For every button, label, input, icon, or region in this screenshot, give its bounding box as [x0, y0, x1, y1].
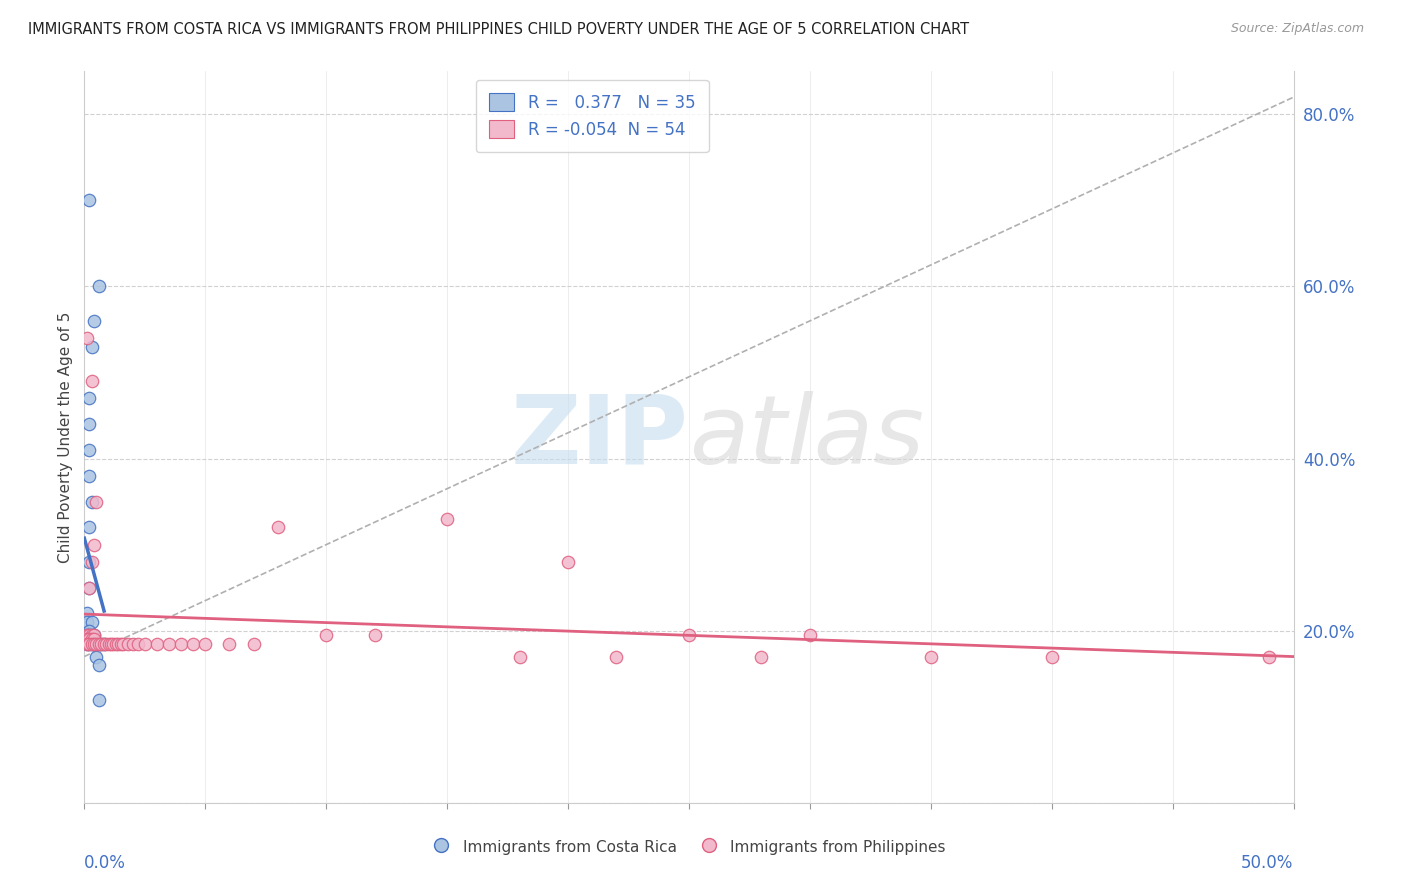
- Point: [93, 637, 115, 651]
- Point: [83, 538, 105, 552]
- Point: [77, 628, 100, 642]
- Point: [83, 628, 105, 642]
- Point: [1040, 649, 1063, 664]
- Point: [678, 628, 700, 642]
- Point: [77, 194, 100, 208]
- Point: [146, 637, 169, 651]
- Text: 50.0%: 50.0%: [1241, 854, 1294, 872]
- Legend: Immigrants from Costa Rica, Immigrants from Philippines: Immigrants from Costa Rica, Immigrants f…: [426, 833, 952, 861]
- Point: [315, 628, 337, 642]
- Point: [80, 637, 103, 651]
- Point: [87, 637, 110, 651]
- Point: [76, 632, 98, 647]
- Point: [76, 331, 98, 345]
- Point: [77, 468, 100, 483]
- Point: [76, 615, 98, 629]
- Point: [363, 628, 385, 642]
- Point: [134, 637, 156, 651]
- Point: [83, 637, 105, 651]
- Point: [87, 637, 110, 651]
- Point: [77, 520, 100, 534]
- Point: [1258, 649, 1281, 664]
- Point: [83, 637, 105, 651]
- Point: [267, 520, 290, 534]
- Point: [83, 632, 105, 647]
- Point: [436, 512, 458, 526]
- Point: [86, 649, 108, 664]
- Point: [80, 374, 103, 388]
- Point: [77, 417, 100, 432]
- Y-axis label: Child Poverty Under the Age of 5: Child Poverty Under the Age of 5: [58, 311, 73, 563]
- Point: [107, 637, 129, 651]
- Point: [90, 637, 112, 651]
- Point: [76, 607, 98, 621]
- Point: [77, 392, 100, 406]
- Point: [181, 637, 204, 651]
- Point: [86, 637, 108, 651]
- Point: [76, 637, 98, 651]
- Point: [751, 649, 773, 664]
- Point: [509, 649, 531, 664]
- Point: [94, 637, 117, 651]
- Point: [77, 632, 100, 647]
- Point: [77, 581, 100, 595]
- Point: [77, 555, 100, 569]
- Point: [104, 637, 127, 651]
- Point: [77, 581, 100, 595]
- Point: [920, 649, 942, 664]
- Point: [557, 555, 579, 569]
- Point: [127, 637, 149, 651]
- Point: [76, 632, 98, 647]
- Point: [77, 632, 100, 647]
- Point: [121, 637, 143, 651]
- Point: [605, 649, 627, 664]
- Point: [194, 637, 217, 651]
- Point: [87, 658, 110, 673]
- Point: [86, 494, 108, 508]
- Point: [87, 279, 110, 293]
- Point: [90, 637, 112, 651]
- Point: [77, 442, 100, 457]
- Point: [83, 628, 105, 642]
- Point: [86, 637, 108, 651]
- Text: atlas: atlas: [689, 391, 924, 483]
- Point: [83, 314, 105, 328]
- Point: [170, 637, 193, 651]
- Point: [80, 632, 103, 647]
- Point: [77, 637, 100, 651]
- Point: [80, 628, 103, 642]
- Point: [80, 615, 103, 629]
- Point: [110, 637, 132, 651]
- Point: [799, 628, 821, 642]
- Point: [76, 628, 98, 642]
- Text: ZIP: ZIP: [510, 391, 689, 483]
- Point: [97, 637, 120, 651]
- Point: [80, 494, 103, 508]
- Point: [80, 555, 103, 569]
- Point: [77, 637, 100, 651]
- Point: [80, 637, 103, 651]
- Point: [83, 632, 105, 647]
- Point: [117, 637, 139, 651]
- Point: [80, 340, 103, 354]
- Point: [80, 632, 103, 647]
- Point: [77, 624, 100, 638]
- Point: [112, 637, 135, 651]
- Point: [87, 692, 110, 706]
- Point: [93, 637, 115, 651]
- Point: [76, 637, 98, 651]
- Point: [77, 628, 100, 642]
- Point: [103, 637, 125, 651]
- Point: [100, 637, 122, 651]
- Text: IMMIGRANTS FROM COSTA RICA VS IMMIGRANTS FROM PHILIPPINES CHILD POVERTY UNDER TH: IMMIGRANTS FROM COSTA RICA VS IMMIGRANTS…: [28, 22, 969, 37]
- Point: [157, 637, 180, 651]
- Point: [218, 637, 240, 651]
- Text: Source: ZipAtlas.com: Source: ZipAtlas.com: [1230, 22, 1364, 36]
- Point: [242, 637, 264, 651]
- Point: [76, 628, 98, 642]
- Text: 0.0%: 0.0%: [84, 854, 127, 872]
- Point: [80, 628, 103, 642]
